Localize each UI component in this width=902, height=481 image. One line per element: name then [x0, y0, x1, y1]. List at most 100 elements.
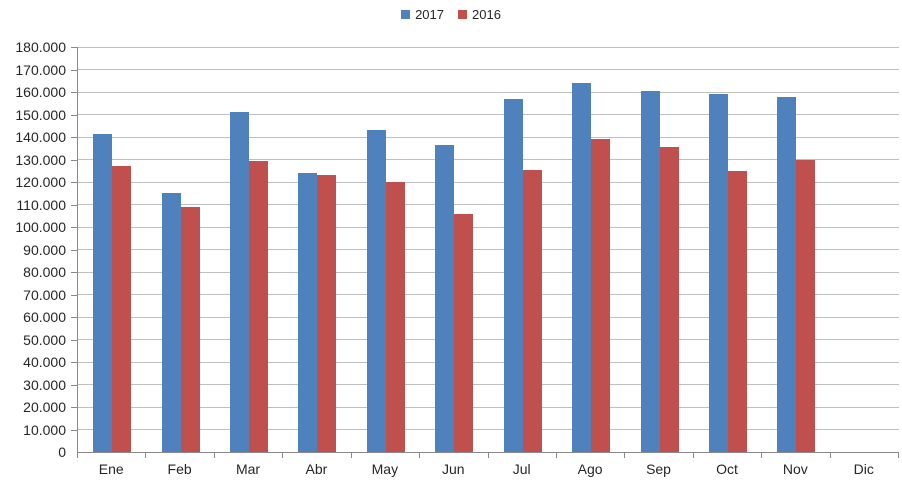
x-axis-tick	[692, 453, 694, 458]
legend-label-2017: 2017	[415, 7, 444, 22]
bar-2016-feb	[180, 206, 200, 452]
bar-2016-jun	[454, 213, 474, 452]
y-axis-tick-label: 110.000	[16, 196, 66, 213]
x-axis-tick	[829, 453, 831, 458]
chart-legend: 2017 2016	[0, 7, 902, 22]
y-axis-tick	[71, 294, 77, 296]
x-axis-tick-label: Oct	[716, 461, 738, 477]
bar-2016-ago	[591, 139, 611, 452]
x-axis-tick	[487, 453, 489, 458]
y-axis-tick	[71, 362, 77, 363]
x-axis-tick	[213, 453, 215, 458]
y-axis-tick	[71, 137, 77, 138]
x-axis-tick	[761, 453, 763, 458]
legend-swatch-2016	[458, 10, 467, 19]
y-axis-tick	[71, 69, 77, 71]
bar-2016-sep	[659, 147, 679, 452]
x-axis-tick	[624, 453, 626, 458]
legend-swatch-2017	[401, 10, 411, 19]
gridline	[78, 316, 899, 318]
bar-2017-jun	[435, 144, 455, 452]
gridline	[78, 91, 899, 93]
y-axis-tick	[71, 227, 77, 228]
gridline	[78, 46, 899, 48]
x-axis-tick-label: May	[371, 461, 399, 477]
x-axis-tick-label: Ago	[577, 461, 603, 477]
gridline	[78, 384, 899, 385]
y-axis-tick-label: 90.000	[23, 241, 66, 258]
bar-2017-feb	[161, 193, 181, 452]
y-axis-tick-label: 120.000	[15, 174, 66, 190]
x-axis-tick-label: Jul	[512, 461, 531, 477]
x-axis-tick-label: Abr	[305, 461, 328, 477]
bar-2017-mar	[230, 112, 250, 452]
y-axis-tick	[71, 204, 77, 206]
bar-2016-oct	[727, 170, 747, 452]
y-axis-tick-label: 10.000	[23, 421, 66, 438]
gridline	[78, 159, 899, 160]
x-axis-tick	[555, 453, 557, 458]
x-axis-tick-label: Feb	[167, 461, 192, 477]
y-axis-tick-label: 80.000	[23, 264, 66, 280]
y-axis-tick	[71, 407, 77, 408]
x-axis-tick-label: Dic	[853, 461, 874, 477]
bar-2016-jul	[522, 169, 542, 452]
legend-label-2016: 2016	[472, 7, 501, 22]
bar-2017-ene	[93, 133, 113, 452]
y-axis-tick	[71, 249, 77, 251]
gridline	[78, 361, 899, 363]
y-axis-tick	[71, 272, 77, 273]
x-axis-tick	[282, 453, 284, 458]
bar-2017-oct	[708, 94, 728, 452]
plot-area	[77, 46, 899, 453]
y-axis-tick-label: 180.000	[15, 39, 66, 55]
x-axis-tick	[898, 453, 899, 458]
y-axis-tick-label: 150.000	[15, 106, 66, 123]
bar-2016-nov	[796, 159, 816, 452]
bar-2016-abr	[317, 175, 337, 452]
y-axis-tick-label: 140.000	[15, 129, 66, 145]
x-axis-tick-label: Jun	[441, 461, 465, 477]
bar-2017-nov	[777, 96, 797, 452]
y-axis-tick-label: 30.000	[23, 376, 66, 393]
y-axis-tick	[71, 384, 77, 386]
y-axis-tick-label: 100.000	[15, 219, 66, 235]
bar-2016-ene	[112, 166, 132, 452]
y-axis-tick-label: 160.000	[15, 84, 66, 100]
y-axis-tick	[71, 92, 77, 93]
x-axis-tick	[77, 453, 78, 458]
gridline	[78, 136, 899, 138]
gridline	[78, 114, 899, 115]
legend-item-2016: 2016	[458, 7, 501, 22]
gridline	[78, 69, 899, 70]
x-axis-tick	[145, 453, 147, 458]
y-axis-tick	[71, 182, 77, 183]
bar-2017-sep	[640, 90, 660, 452]
x-axis-tick	[350, 453, 352, 458]
legend-item-2017: 2017	[401, 7, 444, 22]
bar-2016-may	[385, 182, 405, 452]
y-axis-tick-label: 130.000	[15, 151, 66, 168]
x-axis-tick	[419, 453, 421, 458]
gridline	[78, 204, 899, 205]
y-axis-tick	[71, 339, 77, 341]
y-axis-tick-label: 70.000	[23, 286, 66, 303]
gridline	[78, 249, 899, 250]
y-axis-tick-label: 50.000	[23, 331, 66, 348]
bar-2017-jul	[503, 98, 523, 452]
bar-2017-abr	[298, 173, 318, 452]
x-axis-tick-label: Sep	[646, 461, 671, 477]
y-axis-tick	[71, 429, 77, 431]
y-axis-tick	[71, 159, 77, 161]
gridline	[78, 339, 899, 340]
y-axis-tick	[71, 317, 77, 318]
bar-2016-mar	[249, 160, 269, 452]
gridline	[78, 226, 899, 228]
gridline	[78, 406, 899, 408]
x-axis-tick-label: Ene	[98, 461, 124, 477]
bar-2017-ago	[572, 83, 592, 452]
gridline	[78, 181, 899, 183]
y-axis-tick-label: 20.000	[23, 399, 66, 415]
y-axis-tick-label: 170.000	[15, 61, 66, 78]
